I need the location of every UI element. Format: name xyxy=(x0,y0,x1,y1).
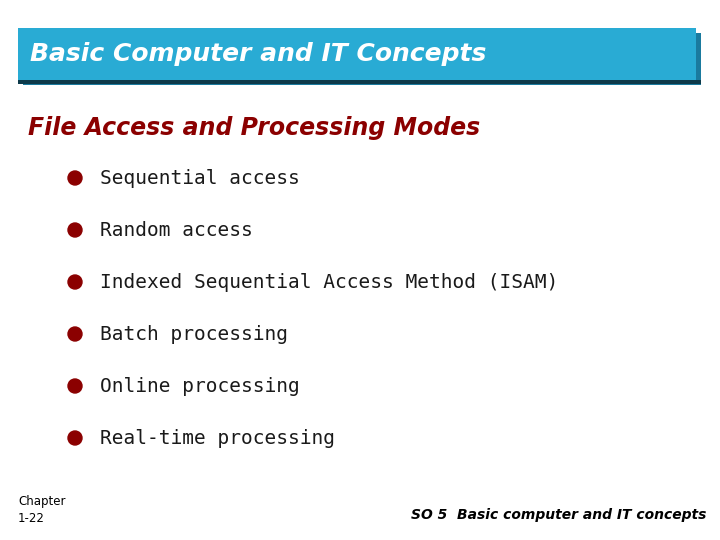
Bar xyxy=(23,33,701,85)
Text: Chapter
1-22: Chapter 1-22 xyxy=(18,495,66,525)
Circle shape xyxy=(68,327,82,341)
Text: Random access: Random access xyxy=(100,220,253,240)
Circle shape xyxy=(68,171,82,185)
Text: Online processing: Online processing xyxy=(100,376,300,395)
Circle shape xyxy=(68,379,82,393)
Circle shape xyxy=(68,431,82,445)
Circle shape xyxy=(68,223,82,237)
Text: SO 5  Basic computer and IT concepts: SO 5 Basic computer and IT concepts xyxy=(410,508,706,522)
Text: Basic Computer and IT Concepts: Basic Computer and IT Concepts xyxy=(30,42,487,66)
Bar xyxy=(18,28,696,80)
Text: Real-time processing: Real-time processing xyxy=(100,429,335,448)
Circle shape xyxy=(68,275,82,289)
Bar xyxy=(18,80,701,84)
Text: File Access and Processing Modes: File Access and Processing Modes xyxy=(28,116,480,140)
Text: Indexed Sequential Access Method (ISAM): Indexed Sequential Access Method (ISAM) xyxy=(100,273,558,292)
Text: Batch processing: Batch processing xyxy=(100,325,288,343)
Text: Sequential access: Sequential access xyxy=(100,168,300,187)
